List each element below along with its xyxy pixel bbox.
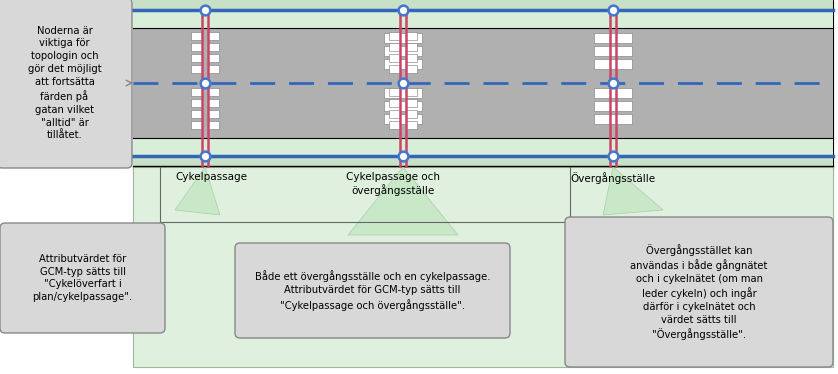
Bar: [389, 54, 400, 62]
Bar: [389, 121, 400, 129]
Bar: [191, 54, 202, 62]
Bar: [133, 0, 833, 170]
Bar: [191, 110, 202, 118]
Bar: [133, 138, 833, 156]
Bar: [208, 110, 219, 118]
Bar: [384, 33, 422, 43]
Polygon shape: [175, 167, 220, 215]
Bar: [208, 88, 219, 96]
Bar: [133, 28, 833, 138]
Bar: [133, 156, 833, 166]
FancyBboxPatch shape: [0, 223, 165, 333]
Bar: [384, 101, 422, 111]
FancyBboxPatch shape: [0, 0, 132, 168]
Bar: [384, 114, 422, 124]
Bar: [133, 10, 833, 28]
Bar: [208, 65, 219, 73]
Bar: [133, 167, 833, 367]
Bar: [389, 32, 400, 40]
Bar: [389, 43, 400, 51]
Bar: [208, 99, 219, 107]
FancyBboxPatch shape: [565, 217, 833, 367]
Bar: [406, 43, 417, 51]
Bar: [389, 88, 400, 96]
Bar: [208, 121, 219, 129]
Bar: [594, 88, 632, 98]
Text: Attributvärdet för
GCM-typ sätts till
"Cykelöverfart i
plan/cykelpassage".: Attributvärdet för GCM-typ sätts till "C…: [33, 254, 132, 302]
Text: Övergångsställe: Övergångsställe: [571, 172, 655, 184]
Bar: [406, 54, 417, 62]
Bar: [406, 121, 417, 129]
Bar: [191, 99, 202, 107]
Bar: [406, 88, 417, 96]
Bar: [594, 101, 632, 111]
Bar: [191, 32, 202, 40]
Bar: [406, 110, 417, 118]
Bar: [384, 59, 422, 69]
Bar: [389, 99, 400, 107]
Text: Cykelpassage: Cykelpassage: [175, 172, 247, 182]
Bar: [384, 46, 422, 56]
Bar: [208, 43, 219, 51]
Bar: [594, 33, 632, 43]
Bar: [594, 59, 632, 69]
Bar: [191, 88, 202, 96]
Text: Övergångsstället kan
användas i både gångnätet
och i cykelnätet (om man
leder cy: Övergångsstället kan användas i både gån…: [630, 244, 768, 340]
Bar: [406, 65, 417, 73]
Text: Cykelpassage och
övergångsställe: Cykelpassage och övergångsställe: [346, 172, 440, 196]
Bar: [384, 88, 422, 98]
Bar: [406, 99, 417, 107]
Bar: [133, 0, 833, 10]
Bar: [406, 32, 417, 40]
Bar: [389, 65, 400, 73]
Bar: [594, 46, 632, 56]
Bar: [594, 114, 632, 124]
Bar: [208, 32, 219, 40]
Text: Noderna är
viktiga för
topologin och
gör det möjligt
att fortsätta
färden på
gat: Noderna är viktiga för topologin och gör…: [28, 25, 101, 141]
Bar: [208, 54, 219, 62]
Polygon shape: [603, 167, 663, 215]
Bar: [191, 65, 202, 73]
Bar: [389, 110, 400, 118]
Text: Både ett övergångsställe och en cykelpassage.
Attributvärdet för GCM-typ sätts t: Både ett övergångsställe och en cykelpas…: [255, 270, 490, 310]
Polygon shape: [348, 167, 458, 235]
Bar: [191, 121, 202, 129]
Bar: [191, 43, 202, 51]
FancyBboxPatch shape: [235, 243, 510, 338]
